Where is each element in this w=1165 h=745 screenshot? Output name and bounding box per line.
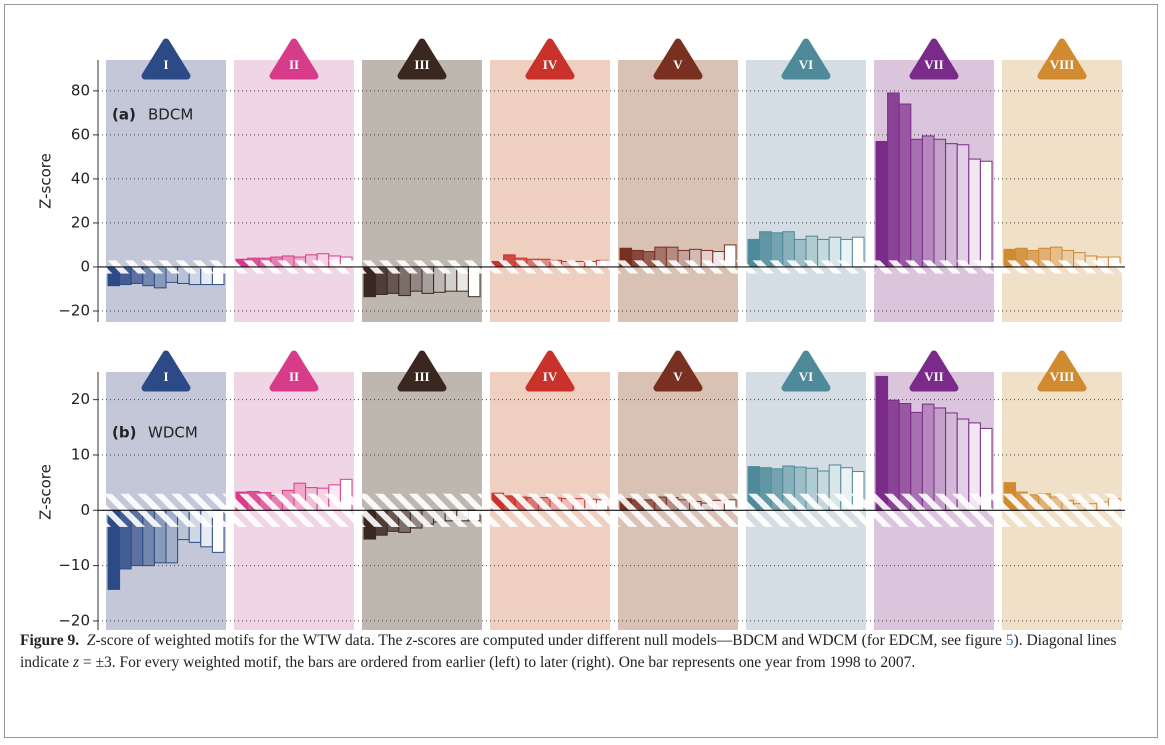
motif-label: I (163, 57, 168, 72)
y-tick-label: −20 (58, 301, 90, 319)
y-tick-label: 60 (71, 125, 90, 143)
bar (956, 144, 970, 268)
y-axis-label: Z-score (37, 464, 55, 520)
motif-label: VI (799, 57, 813, 72)
group-background (490, 60, 610, 322)
motif-icon (141, 38, 191, 80)
motif-icon (1037, 350, 1087, 392)
motif-icon (397, 350, 447, 392)
y-tick-label: 40 (71, 169, 90, 187)
motif-icon (653, 350, 703, 392)
motif-icon (269, 350, 319, 392)
group-background (618, 60, 738, 322)
motif-icon (141, 350, 191, 392)
motif-label: V (673, 57, 683, 72)
caption: Figure 9. Z-score of weighted motifs for… (20, 630, 1140, 674)
motif-icon (525, 38, 575, 80)
motif-label: IV (543, 369, 558, 384)
motif-icon (909, 38, 959, 80)
motif-label: VIII (1050, 57, 1075, 72)
y-tick-label: 0 (80, 257, 90, 275)
caption-text: z (72, 654, 79, 671)
caption-text: = ±3. For every weighted motif, the bars… (78, 654, 916, 671)
motif-icon (781, 38, 831, 80)
figure-link[interactable]: 5 (1005, 632, 1014, 649)
bar (875, 375, 889, 511)
motif-label: III (414, 57, 429, 72)
y-tick-label: 10 (71, 445, 90, 463)
motif-icon (525, 350, 575, 392)
group-background (746, 60, 866, 322)
y-tick-label: 20 (71, 213, 90, 231)
motif-label: IV (543, 57, 558, 72)
y-tick-label: −10 (58, 556, 90, 574)
motif-label: VII (924, 369, 944, 384)
caption-text: -score of weighted motifs for the WTW da… (95, 632, 407, 649)
caption-text: Z (86, 632, 96, 649)
motif-label: VII (924, 57, 944, 72)
motif-icon (269, 38, 319, 80)
y-tick-label: 20 (71, 390, 90, 408)
y-tick-label: −20 (58, 611, 90, 629)
motif-icon (781, 350, 831, 392)
motif-icon (653, 38, 703, 80)
caption-label: Figure 9. (20, 632, 80, 649)
model-label: WDCM (148, 423, 198, 441)
motif-label: VI (799, 369, 813, 384)
motif-label: III (414, 369, 429, 384)
bar (887, 92, 900, 268)
y-tick-label: 80 (71, 81, 90, 99)
motif-label: II (289, 369, 299, 384)
caption-text: z (406, 632, 413, 649)
motif-icon (397, 38, 447, 80)
motif-label: II (289, 57, 299, 72)
bar (921, 135, 935, 268)
bar (968, 158, 981, 268)
caption-text: -scores are computed under different nul… (412, 632, 1006, 649)
bar (898, 103, 912, 268)
group-background (1002, 60, 1122, 322)
motif-label: VIII (1050, 369, 1075, 384)
bar (933, 138, 947, 268)
motif-label: I (163, 369, 168, 384)
model-label: BDCM (148, 106, 193, 124)
group-background (234, 60, 354, 322)
caption-text: ). Diagonal lines indicate (20, 632, 1117, 671)
bar (875, 140, 889, 268)
motif-icon (909, 350, 959, 392)
motif-icon (1037, 38, 1087, 80)
bar (979, 160, 993, 268)
bar (945, 143, 958, 268)
motif-label: V (673, 369, 683, 384)
panel-label: (b) (112, 423, 136, 441)
figure-frame (4, 4, 1158, 738)
bar (910, 138, 923, 268)
y-axis-label: Z-score (37, 153, 55, 209)
y-tick-label: 0 (80, 501, 90, 519)
panel-label: (a) (112, 106, 136, 124)
